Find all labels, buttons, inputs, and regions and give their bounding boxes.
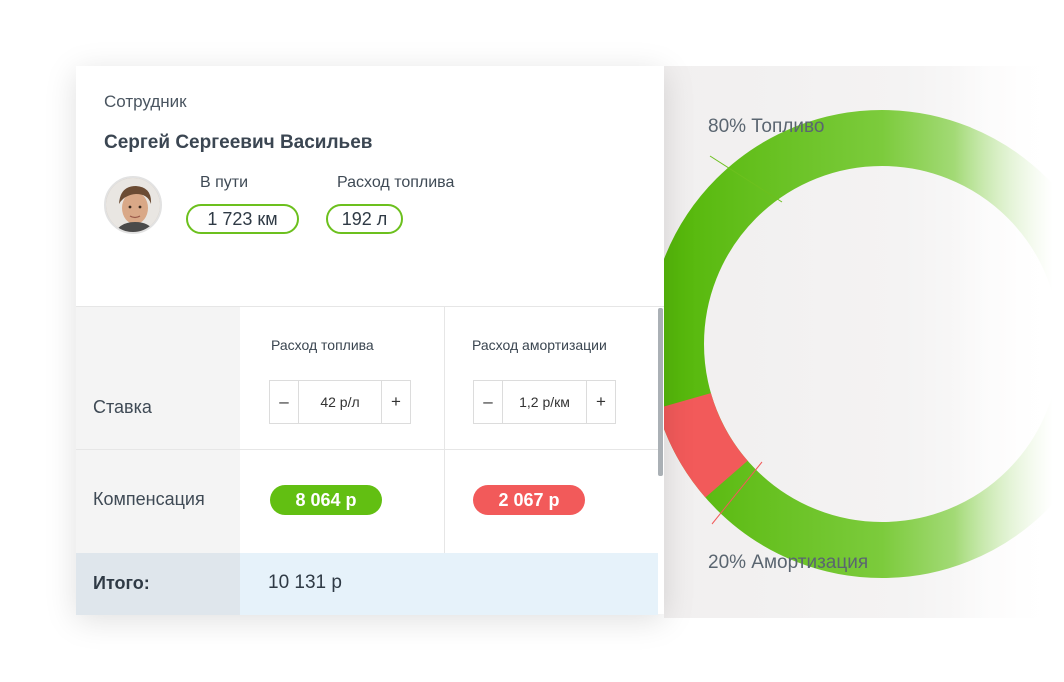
amortization-leader-line xyxy=(711,461,763,525)
chart-panel: 80% Топливо 20% Амортизация xyxy=(664,66,1064,618)
employee-card: Сотрудник Сергей Сергеевич Васильев В пу… xyxy=(76,66,664,615)
fuel-rate-input[interactable]: 42 р/л xyxy=(298,381,382,423)
employee-name: Сергей Сергеевич Васильев xyxy=(104,132,373,153)
total-row: Итого: 10 131 р xyxy=(76,553,658,615)
amortization-rate-stepper: – 1,2 р/км + xyxy=(473,380,616,424)
fuel-segment xyxy=(664,110,1064,578)
amortization-rate-increment-button[interactable]: + xyxy=(596,392,606,411)
compensation-row-label: Компенсация xyxy=(93,489,205,509)
avatar xyxy=(104,176,162,234)
amortization-segment xyxy=(664,392,749,498)
donut-chart xyxy=(664,110,1064,578)
employee-header: Сотрудник xyxy=(104,92,187,111)
amortization-rate-input[interactable]: 1,2 р/км xyxy=(502,381,587,423)
row-divider xyxy=(240,449,658,450)
fuel-leader-line xyxy=(709,155,783,203)
row-divider-left xyxy=(76,449,240,450)
compensation-table: Ставка Компенсация Расход топлива Расход… xyxy=(76,306,664,615)
distance-value-badge: 1 723 км xyxy=(186,204,299,234)
distance-label: В пути xyxy=(200,174,249,191)
fuel-consumption-label: Расход топлива xyxy=(337,174,455,191)
scrollbar-thumb[interactable] xyxy=(658,308,663,476)
total-label: Итого: xyxy=(93,573,150,593)
fuel-rate-stepper: – 42 р/л + xyxy=(269,380,411,424)
amortization-percent-label: 20% Амортизация xyxy=(708,552,869,573)
amortization-column-title: Расход амортизации xyxy=(472,337,607,353)
fuel-rate-increment-button[interactable]: + xyxy=(391,392,401,411)
fuel-rate-decrement-button[interactable]: – xyxy=(279,392,289,411)
amortization-rate-decrement-button[interactable]: – xyxy=(483,392,493,411)
compensation-row-header xyxy=(76,450,240,553)
total-value: 10 131 р xyxy=(268,572,342,593)
rate-row-label: Ставка xyxy=(93,397,152,417)
amortization-compensation-badge: 2 067 р xyxy=(473,485,585,515)
column-divider xyxy=(444,307,445,553)
fuel-consumption-value-badge: 192 л xyxy=(326,204,403,234)
rate-row-header xyxy=(76,307,240,449)
total-row-header xyxy=(76,553,240,615)
fuel-percent-label: 80% Топливо xyxy=(708,116,825,137)
fuel-column-title: Расход топлива xyxy=(271,337,374,353)
fuel-compensation-badge: 8 064 р xyxy=(270,485,382,515)
